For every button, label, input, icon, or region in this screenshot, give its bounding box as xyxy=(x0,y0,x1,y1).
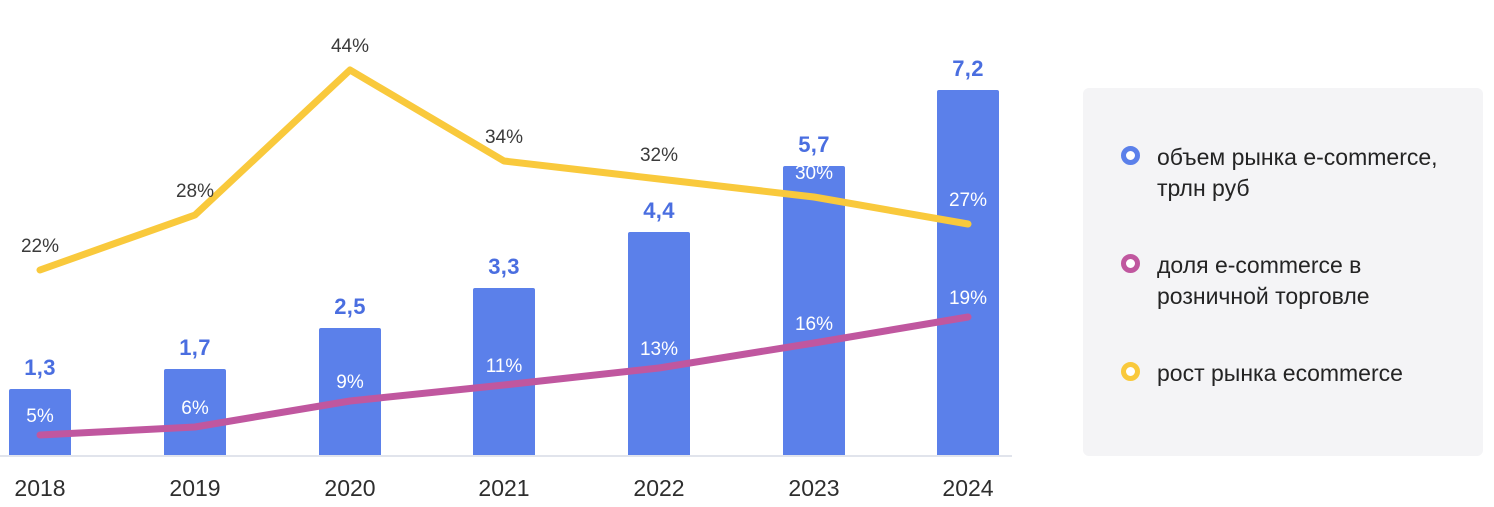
share-label-2024: 19% xyxy=(948,288,988,309)
legend-label: доля e-commerce в розничной торговле xyxy=(1157,252,1370,309)
growth-label-2019: 28% xyxy=(175,181,215,202)
growth-label-2018: 22% xyxy=(20,236,60,257)
legend-ring-icon-blue xyxy=(1121,146,1140,165)
legend-item-market-volume: объем рынка e-commerce, трлн руб xyxy=(1121,142,1449,204)
share-label-2022: 13% xyxy=(639,339,679,360)
chart-plot-area: 1,3 5% 22% 2018 1,7 6% 28% 2019 2,5 9% 44% 2020 3,3 1… xyxy=(0,36,1012,501)
bar-value-label-2021: 3,3 xyxy=(488,254,520,279)
x-axis-label-2021: 2021 xyxy=(478,475,530,501)
bar-value-label-2024: 7,2 xyxy=(952,56,984,81)
x-axis-label-2022: 2022 xyxy=(633,475,685,501)
legend-item-market-growth: рост рынка ecommerce xyxy=(1121,358,1449,389)
share-label-2021: 11% xyxy=(485,356,523,377)
legend-ring-icon-pink xyxy=(1121,254,1140,273)
share-label-2019: 6% xyxy=(181,398,209,419)
x-axis-label-2019: 2019 xyxy=(169,475,221,501)
growth-label-2022: 32% xyxy=(639,145,679,166)
x-axis-label-2023: 2023 xyxy=(788,475,840,501)
share-label-2023: 16% xyxy=(794,314,834,335)
x-axis-label-2020: 2020 xyxy=(324,475,376,501)
growth-label-2024: 27% xyxy=(948,190,988,211)
bar-value-label-2018: 1,3 xyxy=(24,355,56,380)
bar-value-label-2019: 1,7 xyxy=(179,335,211,360)
legend-item-ecommerce-share: доля e-commerce в розничной торговле xyxy=(1121,250,1449,312)
legend-label: объем рынка e-commerce, трлн руб xyxy=(1157,144,1438,201)
x-axis-line xyxy=(0,455,1012,457)
bar-2023 xyxy=(783,166,845,455)
bar-value-label-2022: 4,4 xyxy=(643,198,675,223)
legend-panel: объем рынка e-commerce, трлн руб доля e-… xyxy=(1083,88,1483,456)
legend-ring-icon-yellow xyxy=(1121,362,1140,381)
bar-2024 xyxy=(937,90,999,455)
share-label-2020: 9% xyxy=(336,372,364,393)
growth-label-2021: 34% xyxy=(484,127,524,148)
growth-label-2020: 44% xyxy=(330,36,370,57)
bar-value-label-2020: 2,5 xyxy=(334,294,366,319)
x-axis-label-2018: 2018 xyxy=(14,475,66,501)
share-label-2018: 5% xyxy=(26,406,54,427)
growth-label-2023: 30% xyxy=(794,163,834,184)
x-axis-label-2024: 2024 xyxy=(942,475,994,501)
legend-label: рост рынка ecommerce xyxy=(1157,360,1403,386)
bar-value-label-2023: 5,7 xyxy=(798,132,830,157)
